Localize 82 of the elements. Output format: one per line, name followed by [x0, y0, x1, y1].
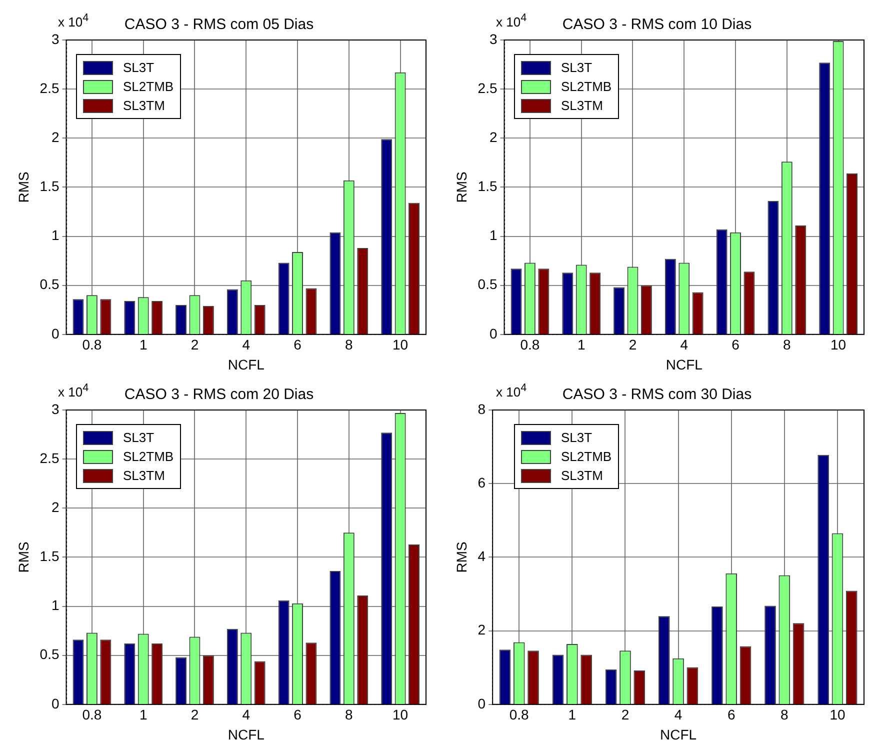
y-tick-label: 2.5	[478, 80, 498, 96]
x-tick-label: 10	[830, 706, 846, 723]
text: x 10$^{4}$	[58, 382, 89, 400]
y-tick-label: 1.5	[478, 178, 498, 194]
x-tick-label: 2	[190, 336, 199, 353]
x-axis-title: NCFL	[228, 356, 265, 372]
y-tick-label: 3	[51, 30, 60, 47]
text: x 10$^{4}$	[58, 12, 89, 30]
y-tick-label: 0	[51, 325, 60, 342]
x-tick-label: 0.8	[82, 336, 102, 353]
x-tick-label: 0.8	[82, 706, 102, 723]
x-tick-label: 6	[294, 706, 302, 723]
y-tick-label: 0	[478, 695, 486, 712]
x-tick-label: 4	[242, 706, 250, 723]
legend-label: SL2TMB	[123, 449, 174, 464]
y-tick-label: 1.5	[40, 548, 60, 564]
x-tick-label: 0.8	[509, 706, 530, 723]
y-tick-label: 2	[478, 622, 486, 638]
x-tick-label: 2	[190, 706, 199, 723]
x-tick-label: 2	[628, 336, 637, 353]
y-tick-label: 2	[489, 128, 498, 145]
x-tick-label: 0.8	[520, 336, 540, 353]
y-tick-label: 6	[478, 474, 486, 490]
y-tick-label: 1	[51, 597, 60, 614]
legend-label: SL3TM	[561, 98, 603, 113]
legend-label: SL3T	[123, 430, 154, 445]
y-tick-label: 4	[478, 548, 486, 564]
y-tick-label: 2.5	[40, 80, 60, 96]
x-tick-label: 1	[139, 706, 148, 723]
y-tick-label: 1.5	[40, 178, 60, 194]
x-tick-label: 8	[783, 336, 792, 353]
x-tick-label: 4	[242, 336, 250, 353]
x-axis-title: NCFL	[666, 356, 703, 372]
y-tick-label: 0.5	[40, 276, 60, 292]
legend-label: SL3TM	[123, 98, 165, 113]
legend-label: SL2TMB	[561, 449, 612, 464]
y-tick-label: 0.5	[478, 276, 498, 292]
x-tick-label: 1	[577, 336, 586, 353]
legend-label: SL3TM	[561, 468, 603, 483]
x-axis-title: NCFL	[228, 726, 265, 742]
y-tick-label: 1	[489, 227, 498, 244]
x-tick-label: 1	[139, 336, 148, 353]
chart-title: CASO 3 - RMS com 20 Dias	[124, 386, 314, 404]
y-tick-label: 0	[489, 325, 498, 342]
x-tick-label: 4	[680, 336, 688, 353]
y-tick-label: 2	[51, 128, 60, 145]
x-tick-label: 4	[674, 706, 682, 723]
chart-title: CASO 3 - RMS com 10 Dias	[562, 16, 752, 34]
y-axis-title: RMS	[15, 172, 32, 203]
x-tick-label: 1	[568, 706, 576, 723]
y-tick-label: 0.5	[40, 646, 60, 662]
x-tick-label: 10	[392, 336, 408, 353]
chart-title: CASO 3 - RMS com 30 Dias	[562, 386, 752, 404]
legend-label: SL3T	[561, 60, 592, 75]
text: x 10$^{4}$	[496, 12, 527, 30]
x-tick-label: 8	[345, 336, 354, 353]
y-tick-label: 3	[489, 30, 498, 47]
y-tick-label: 1	[51, 227, 60, 244]
x-tick-label: 10	[392, 706, 408, 723]
x-axis-title: NCFL	[660, 726, 697, 742]
legend-label: SL3T	[123, 60, 154, 75]
y-tick-label: 3	[51, 400, 60, 417]
x-tick-label: 6	[732, 336, 740, 353]
legend-label: SL3T	[561, 430, 592, 445]
x-tick-label: 6	[294, 336, 302, 353]
y-tick-label: 2.5	[40, 450, 60, 466]
chart-title: CASO 3 - RMS com 05 Dias	[124, 16, 314, 34]
x-tick-label: 2	[621, 706, 630, 723]
y-axis-title: RMS	[15, 542, 32, 573]
y-axis-title: RMS	[453, 542, 470, 573]
legend-label: SL3TM	[123, 468, 165, 483]
x-tick-label: 8	[345, 706, 354, 723]
x-tick-label: 6	[727, 706, 736, 723]
y-tick-label: 0	[51, 695, 60, 712]
text: x 10$^{4}$	[496, 382, 527, 400]
y-tick-label: 8	[478, 400, 486, 417]
legend-label: SL2TMB	[561, 79, 612, 94]
y-tick-label: 2	[51, 498, 60, 515]
x-tick-label: 8	[780, 706, 789, 723]
x-tick-label: 10	[830, 336, 846, 353]
y-axis-title: RMS	[453, 172, 470, 203]
legend-label: SL2TMB	[123, 79, 174, 94]
